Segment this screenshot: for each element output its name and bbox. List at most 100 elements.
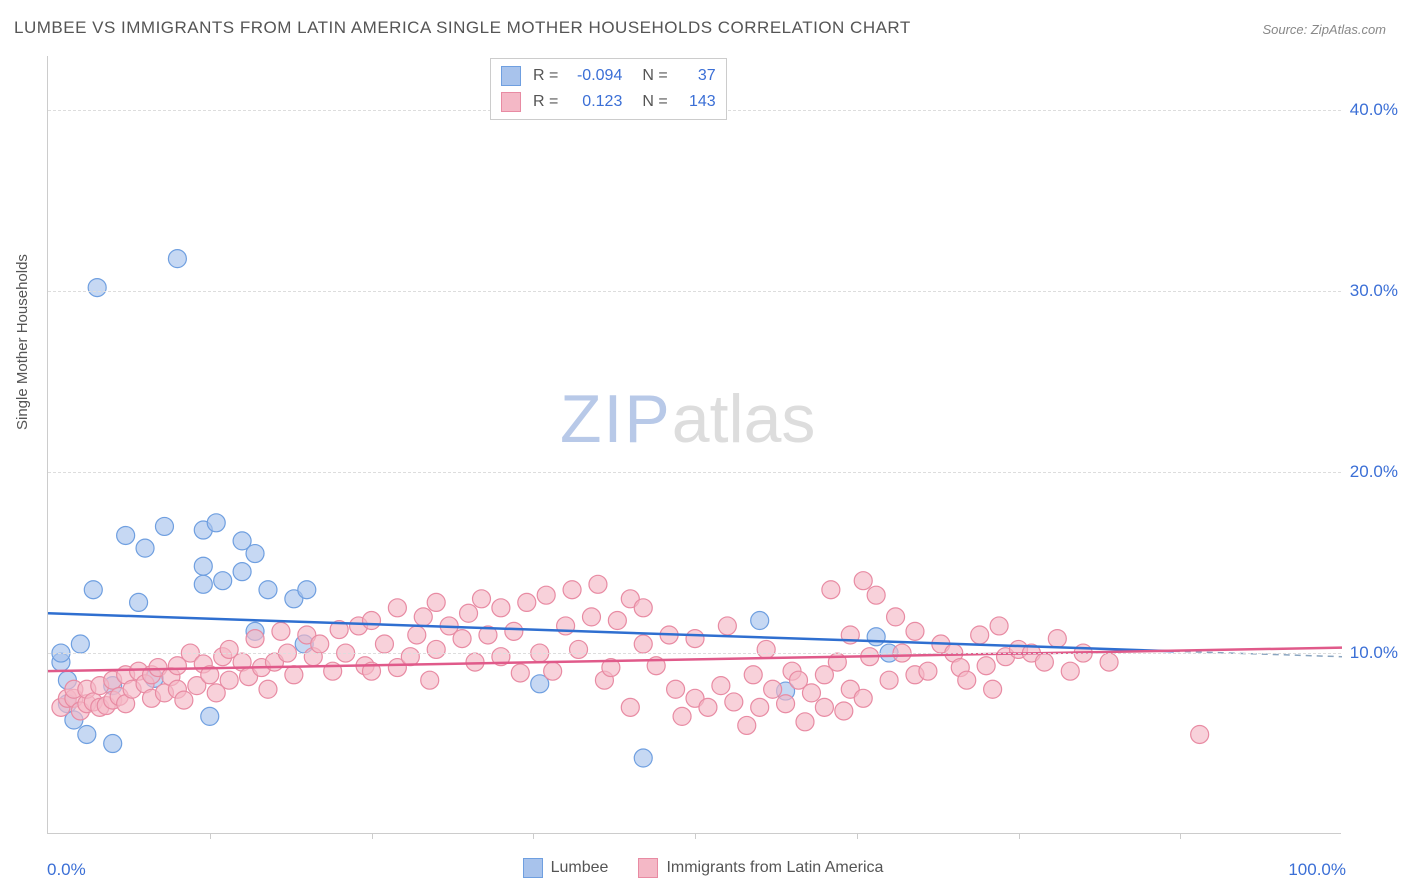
data-point: [363, 612, 381, 630]
data-point: [1048, 630, 1066, 648]
data-point: [246, 545, 264, 563]
data-point: [84, 581, 102, 599]
legend-swatch: [501, 92, 521, 112]
data-point: [1191, 725, 1209, 743]
stats-r-value: 0.123: [566, 93, 622, 111]
data-point: [194, 575, 212, 593]
data-point: [505, 622, 523, 640]
y-tick-label: 20.0%: [1350, 462, 1398, 482]
stats-row: R = -0.094 N = 37: [501, 63, 716, 89]
stats-row: R =0.123N =143: [501, 89, 716, 115]
data-point: [815, 698, 833, 716]
data-point: [634, 599, 652, 617]
data-point: [375, 635, 393, 653]
data-point: [1100, 653, 1118, 671]
data-point: [472, 590, 490, 608]
data-point: [725, 693, 743, 711]
data-point: [699, 698, 717, 716]
data-point: [751, 612, 769, 630]
data-point: [175, 691, 193, 709]
x-tick-mark: [1019, 833, 1020, 839]
data-point: [958, 671, 976, 689]
data-point: [492, 599, 510, 617]
legend-swatch: [523, 858, 543, 878]
data-point: [453, 630, 471, 648]
data-point: [207, 514, 225, 532]
legend-swatch: [501, 66, 521, 86]
data-point: [1061, 662, 1079, 680]
data-point: [460, 604, 478, 622]
data-point: [311, 635, 329, 653]
data-point: [78, 725, 96, 743]
data-point: [401, 648, 419, 666]
data-point: [686, 630, 704, 648]
data-point: [544, 662, 562, 680]
data-point: [298, 581, 316, 599]
data-point: [777, 695, 795, 713]
data-point: [634, 635, 652, 653]
data-point: [667, 680, 685, 698]
data-point: [887, 608, 905, 626]
data-point: [104, 735, 122, 753]
data-point: [168, 250, 186, 268]
data-point: [796, 713, 814, 731]
data-point: [408, 626, 426, 644]
data-point: [220, 671, 238, 689]
stats-r-value: -0.094: [566, 67, 622, 85]
legend-label: Immigrants from Latin America: [666, 859, 883, 877]
data-point: [155, 517, 173, 535]
data-point: [421, 671, 439, 689]
data-point: [214, 572, 232, 590]
data-point: [233, 563, 251, 581]
data-point: [259, 680, 277, 698]
data-point: [867, 586, 885, 604]
y-tick-label: 10.0%: [1350, 643, 1398, 663]
stats-r-label: R =: [533, 93, 558, 111]
gridline: [48, 291, 1341, 292]
data-point: [984, 680, 1002, 698]
data-point: [511, 664, 529, 682]
data-point: [764, 680, 782, 698]
legend-swatch: [638, 858, 658, 878]
data-point: [854, 689, 872, 707]
data-point: [246, 630, 264, 648]
stats-n-label: N =: [642, 67, 667, 85]
data-point: [822, 581, 840, 599]
data-point: [971, 626, 989, 644]
stats-n-value: 143: [676, 93, 716, 111]
data-point: [751, 698, 769, 716]
y-tick-label: 30.0%: [1350, 281, 1398, 301]
data-point: [990, 617, 1008, 635]
data-point: [563, 581, 581, 599]
data-point: [117, 526, 135, 544]
data-point: [854, 572, 872, 590]
data-point: [537, 586, 555, 604]
data-point: [136, 539, 154, 557]
x-tick-mark: [1180, 833, 1181, 839]
data-point: [621, 698, 639, 716]
x-tick-mark: [857, 833, 858, 839]
plot-area: [47, 56, 1341, 834]
data-point: [388, 599, 406, 617]
data-point: [906, 622, 924, 640]
data-point: [130, 593, 148, 611]
source-label: Source: ZipAtlas.com: [1262, 22, 1386, 37]
data-point: [194, 557, 212, 575]
x-tick-mark: [695, 833, 696, 839]
data-point: [518, 593, 536, 611]
stats-n-value: 37: [676, 67, 716, 85]
data-point: [427, 640, 445, 658]
legend-item: Lumbee: [523, 858, 609, 878]
data-point: [608, 612, 626, 630]
data-point: [427, 593, 445, 611]
data-point: [867, 628, 885, 646]
data-point: [71, 635, 89, 653]
x-tick-mark: [210, 833, 211, 839]
data-point: [285, 666, 303, 684]
data-point: [634, 749, 652, 767]
x-tick-mark: [533, 833, 534, 839]
data-point: [570, 640, 588, 658]
data-point: [589, 575, 607, 593]
data-point: [88, 279, 106, 297]
stats-r-label: R =: [533, 67, 558, 85]
